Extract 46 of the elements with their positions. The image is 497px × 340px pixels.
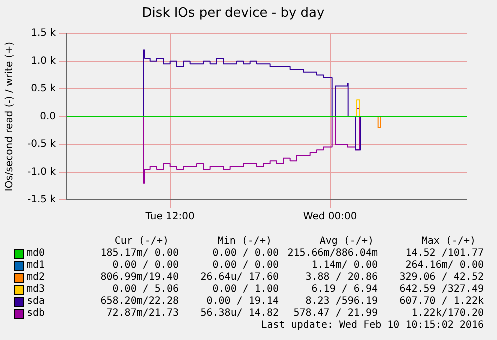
text: 0.00 / 19.14: [206, 296, 279, 307]
y-tick-label: -1.0 k: [28, 166, 56, 178]
text: 6.19 / 6.94: [312, 284, 378, 295]
chart-title: Disk IOs per device - by day: [142, 6, 326, 22]
text: 0.00 / 1.00: [212, 284, 279, 295]
text: 658.20m/22.28: [100, 296, 179, 307]
y-tick-label: 1.5 k: [31, 28, 56, 40]
text: Avg (-/+): [320, 236, 374, 247]
legend-label: md2: [27, 272, 46, 283]
y-tick-label: -1.5 k: [28, 194, 56, 206]
legend-label: sda: [27, 296, 46, 307]
text: Max (-/+): [422, 236, 476, 247]
text: 578.47 / 21.99: [294, 308, 378, 319]
y-axis-title: IOs/second read (-) / write (+): [4, 42, 16, 192]
text: 8.23 /596.19: [306, 296, 378, 307]
text: 185.17m/ 0.00: [100, 248, 179, 259]
text: 0.00 / 5.06: [112, 284, 179, 295]
y-tick-label: 1.0 k: [31, 56, 56, 67]
text: Min (-/+): [218, 236, 272, 247]
y-tick-label: 0.0: [40, 111, 56, 122]
text: 0.00 / 0.00: [212, 248, 279, 259]
text: 56.38u/ 14.82: [200, 308, 279, 319]
text: 607.70 / 1.22k: [400, 296, 484, 307]
text: 642.59 /327.49: [400, 284, 484, 295]
text: Last update: Wed Feb 10 10:15:02 2016: [261, 320, 484, 331]
text: Cur (-/+): [114, 236, 169, 247]
text: 26.64u/ 17.60: [200, 272, 279, 283]
y-tick-label: 0.5 k: [31, 84, 56, 95]
text: 3.88 / 20.86: [306, 272, 378, 283]
text: 329.06 / 42.52: [400, 272, 484, 283]
text: 1.22k/170.20: [412, 308, 484, 319]
legend-label: md3: [27, 284, 46, 295]
x-tick-label: Wed 00:00: [303, 212, 358, 223]
text: 0.00 / 0.00: [212, 260, 279, 271]
text: 806.99m/19.40: [100, 272, 179, 283]
y-tick-label: -0.5 k: [28, 139, 56, 150]
text: 264.16m/ 0.00: [406, 260, 484, 271]
legend-label: sdb: [27, 308, 46, 319]
text: 0.00 / 0.00: [112, 260, 179, 271]
text: 72.87m/21.73: [106, 308, 179, 319]
legend-label: md0: [27, 248, 46, 259]
legend-label: md1: [27, 260, 46, 271]
x-tick-label: Tue 12:00: [144, 212, 195, 223]
text: 14.52 /101.77: [406, 248, 484, 259]
text: 1.14m/ 0.00: [312, 260, 378, 271]
text: 215.66m/886.04m: [288, 248, 378, 259]
